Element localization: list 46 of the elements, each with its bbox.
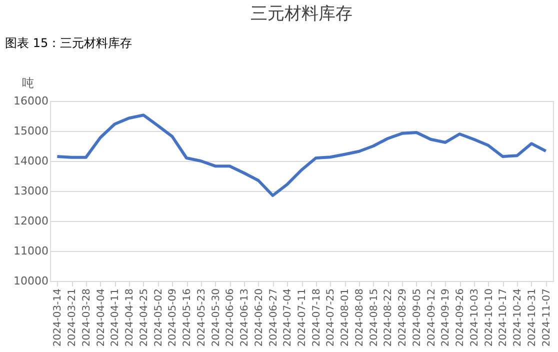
x-tick-label: 2024-10-24 — [512, 288, 524, 347]
x-tick-label: 2024-06-13 — [240, 288, 251, 347]
x-tick-label: 2024-10-31 — [526, 288, 538, 347]
x-tick-label: 2024-10-03 — [469, 288, 480, 347]
y-tick-label: 12000 — [14, 214, 48, 228]
x-tick-label: 2024-08-15 — [368, 288, 380, 347]
y-tick-label: 10000 — [14, 274, 48, 288]
x-tick-label: 2024-06-20 — [254, 288, 265, 347]
x-tick-label: 2024-04-04 — [96, 288, 107, 347]
x-tick-label: 2024-07-18 — [311, 288, 322, 347]
x-tick-label: 2024-07-04 — [282, 288, 294, 347]
x-tick-label: 2024-09-26 — [455, 288, 466, 347]
x-tick-label: 2024-06-27 — [268, 288, 280, 347]
x-tick-label: 2024-06-06 — [225, 288, 236, 347]
chart-title: 三元材料库存 — [250, 4, 352, 24]
x-tick-label: 2024-05-09 — [168, 288, 179, 347]
x-tick-label: 2024-10-10 — [484, 288, 495, 347]
x-tick-label: 2024-05-16 — [182, 288, 194, 347]
y-tick-label: 15000 — [14, 124, 48, 138]
x-tick-label: 2024-08-29 — [398, 288, 409, 347]
x-tick-label: 2024-04-25 — [138, 288, 150, 347]
x-tick-label: 2024-03-14 — [52, 288, 64, 347]
x-tick-label: 2024-09-05 — [412, 288, 423, 347]
line-series — [56, 114, 548, 197]
x-tick-label: 2024-08-01 — [340, 288, 352, 347]
x-tick-label: 2024-05-23 — [196, 288, 208, 347]
x-tick-label: 2024-08-22 — [383, 288, 394, 347]
y-tick-label: 14000 — [14, 154, 48, 168]
x-tick-label: 2024-07-11 — [297, 288, 308, 347]
x-tick-label: 2024-10-17 — [498, 288, 510, 347]
x-tick-label: 2024-09-19 — [440, 288, 452, 347]
x-tick-label: 2024-09-12 — [426, 288, 438, 347]
x-tick-label: 2024-03-21 — [67, 288, 78, 347]
x-tick-label: 2024-03-28 — [81, 288, 92, 347]
x-tick-label: 2024-05-02 — [153, 288, 164, 347]
y-tick-label: 13000 — [14, 184, 48, 198]
x-tick-label: 2024-04-11 — [110, 288, 122, 347]
y-tick-label: 16000 — [14, 94, 48, 108]
x-tick-label: 2024-07-25 — [326, 288, 337, 347]
x-tick-label: 2024-04-18 — [124, 288, 136, 347]
x-tick-label: 2024-05-30 — [210, 288, 222, 347]
y-axis-title: 吨 — [22, 76, 34, 90]
text: 图表 15：三元材料库存 — [5, 36, 132, 50]
x-tick-label: 2024-11-07 — [541, 288, 552, 347]
x-tick-label: 2024-08-08 — [354, 288, 366, 347]
y-tick-label: 11000 — [14, 244, 48, 258]
